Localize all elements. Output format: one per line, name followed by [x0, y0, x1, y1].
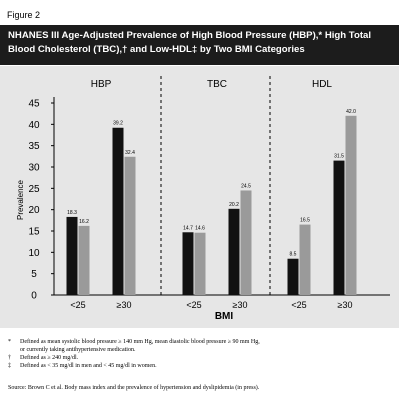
data-label: 18.3 — [67, 210, 77, 216]
y-tick-label: 40 — [28, 120, 40, 131]
footnote-1-line-2: or currently taking antihypertensive med… — [20, 347, 136, 353]
footnote-3: ‡ Defined as < 35 mg/dl in men and < 45 … — [8, 362, 393, 370]
bar-chart: 0 5 10 15 20 25 30 35 40 45 Prevalence BMI HBP <25 18.… — [16, 76, 390, 322]
figure-label: Figure 2 — [7, 10, 41, 20]
y-tick-label: 20 — [28, 205, 40, 216]
footnote-1-line-1: Defined as mean systolic blood pressure … — [20, 339, 260, 345]
data-label: 32.4 — [125, 150, 135, 156]
data-label: 20.2 — [229, 202, 239, 208]
data-label: 14.7 — [183, 225, 193, 231]
x-tick-label: <25 — [291, 300, 306, 310]
group-label-hdl: HDL — [312, 79, 332, 90]
bar-hdl-ge30-light — [345, 115, 357, 295]
x-tick-label: <25 — [186, 300, 201, 310]
data-label: 8.5 — [290, 252, 297, 258]
bar-tbc-lt25-dark — [182, 232, 194, 295]
y-tick-label: 5 — [31, 269, 37, 280]
footnote-2-mark: † — [8, 355, 11, 361]
x-tick-label: ≥30 — [338, 300, 353, 310]
data-label: 39.2 — [113, 121, 123, 127]
bar-hdl-lt25-dark — [287, 258, 299, 295]
bar-hbp-lt25-light — [78, 225, 90, 295]
bar-hdl-ge30-dark — [333, 160, 345, 295]
y-tick-label: 15 — [28, 227, 40, 238]
y-tick-label: 0 — [31, 291, 37, 302]
chart-panel: 0 5 10 15 20 25 30 35 40 45 Prevalence BMI HBP <25 18.… — [0, 66, 399, 328]
source-note: Source: Brown C et al. Body mass index a… — [8, 385, 260, 391]
data-label: 16.2 — [79, 219, 89, 225]
footnote-1-mark: * — [8, 339, 11, 345]
y-tick-label: 35 — [28, 141, 40, 152]
bar-tbc-lt25-light — [194, 232, 206, 295]
footnote-3-mark: ‡ — [8, 363, 11, 369]
data-label: 14.6 — [195, 226, 205, 232]
y-tick-label: 10 — [28, 248, 40, 259]
footnote-3-text: Defined as < 35 mg/dl in men and < 45 mg… — [20, 363, 157, 369]
y-tick-label: 45 — [28, 99, 40, 110]
data-label: 31.5 — [334, 154, 344, 160]
chart-title-line-1: NHANES III Age-Adjusted Prevalence of Hi… — [8, 30, 372, 41]
data-label: 16.5 — [300, 218, 310, 224]
footnote-2: † Defined as ≥ 240 mg/dl. — [8, 354, 393, 362]
group-label-hbp: HBP — [91, 79, 112, 90]
x-tick-label: ≥30 — [233, 300, 248, 310]
data-label: 42.0 — [346, 109, 356, 115]
footnote-1: * Defined as mean systolic blood pressur… — [8, 338, 393, 354]
data-label: 24.5 — [241, 183, 251, 189]
chart-title-line-2: Blood Cholesterol (TBC),† and Low-HDL‡ b… — [8, 44, 305, 55]
x-tick-label: ≥30 — [117, 300, 132, 310]
bar-hbp-ge30-dark — [112, 127, 124, 295]
bar-hdl-lt25-light — [299, 224, 311, 295]
group-label-tbc: TBC — [207, 79, 227, 90]
x-tick-label: <25 — [70, 300, 85, 310]
bar-tbc-ge30-light — [240, 190, 252, 295]
y-axis-title: Prevalence — [16, 179, 25, 220]
x-axis-title: BMI — [215, 311, 234, 322]
bar-hbp-ge30-light — [124, 156, 136, 295]
bar-hbp-lt25-dark — [66, 216, 78, 295]
bar-tbc-ge30-dark — [228, 208, 240, 295]
footnotes: * Defined as mean systolic blood pressur… — [8, 338, 393, 370]
chart-title-bar: NHANES III Age-Adjusted Prevalence of Hi… — [0, 25, 399, 65]
y-tick-label: 30 — [28, 163, 40, 174]
y-tick-label: 25 — [28, 184, 40, 195]
footnote-2-text: Defined as ≥ 240 mg/dl. — [20, 355, 79, 361]
